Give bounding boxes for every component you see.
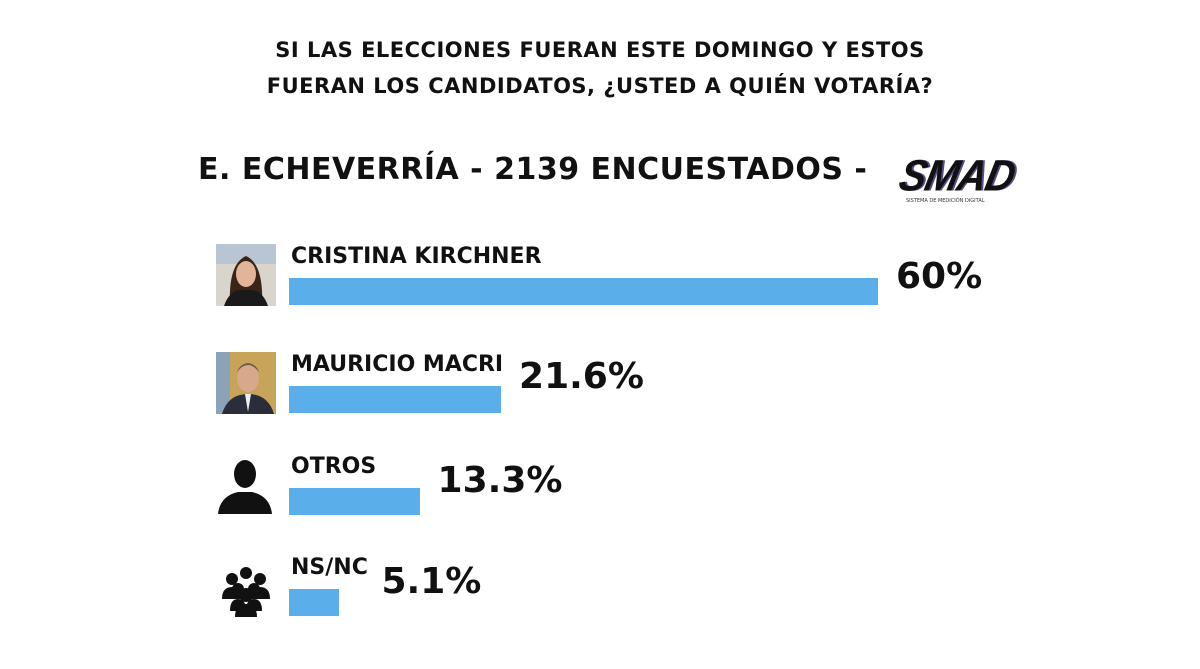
bar-label: NS/NC (291, 555, 368, 580)
logo-text: SMAD (894, 151, 1020, 201)
photo-cristina-kirchner-icon (216, 244, 276, 306)
group-people-icon (216, 555, 276, 617)
bar-label: OTROS (291, 454, 377, 479)
question-line-2: FUERAN LOS CANDIDATOS, ¿USTED A QUIÉN VO… (266, 74, 934, 98)
logo-subtext: SISTEMA DE MEDICIÓN DIGITAL (906, 198, 985, 204)
person-silhouette-icon (216, 454, 276, 516)
question-line-1: SI LAS ELECCIONES FUERAN ESTE DOMINGO Y … (275, 38, 925, 62)
value-label: 5.1% (381, 561, 482, 602)
bar-label: CRISTINA KIRCHNER (291, 244, 542, 269)
value-label: 13.3% (437, 460, 563, 501)
value-label: 21.6% (519, 356, 644, 397)
bar-label: MAURICIO MACRI (291, 352, 504, 377)
subtitle: E. ECHEVERRÍA - 2139 ENCUESTADOS - (198, 152, 868, 187)
photo-mauricio-macri-icon (216, 352, 276, 414)
bar (289, 386, 502, 413)
smad-logo: SMAD SISTEMA DE MEDICIÓN DIGITAL (895, 152, 1019, 206)
bar (289, 589, 340, 616)
bar (289, 278, 878, 305)
value-label: 60% (896, 256, 983, 297)
bar (289, 488, 420, 515)
